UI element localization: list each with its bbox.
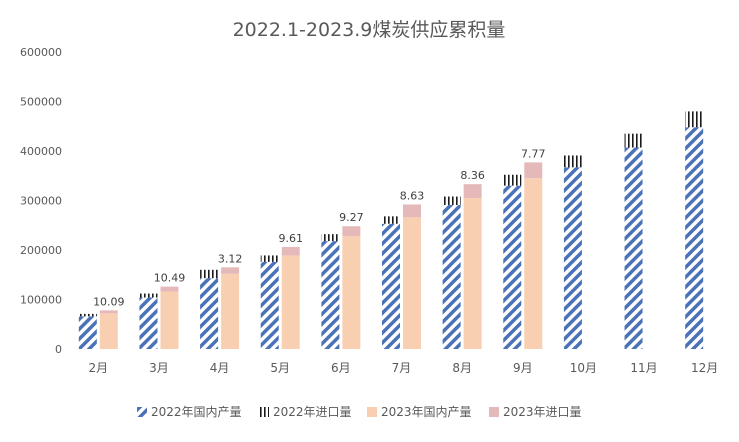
bar-segment	[321, 234, 340, 242]
bar-segment	[221, 273, 240, 349]
bar-segment	[160, 286, 179, 292]
data-label: 8.36	[460, 169, 485, 182]
data-label: 8.63	[400, 189, 425, 202]
data-label: 7.77	[521, 147, 546, 160]
bar-segment	[342, 236, 361, 349]
y-tick-label: 100000	[20, 294, 62, 307]
x-tick-label: 7月	[392, 361, 412, 375]
x-tick-label: 10月	[570, 361, 597, 375]
bar-segment	[624, 133, 643, 148]
y-tick-label: 600000	[20, 46, 62, 59]
bar-segment	[99, 310, 118, 314]
bar-segment	[442, 196, 461, 205]
bar-segment	[624, 147, 643, 349]
bar-segment	[685, 127, 704, 350]
y-axis: 0 100000 200000 300000 400000 500000 600000	[20, 46, 62, 356]
bar-segment	[260, 255, 279, 262]
bar-segment	[382, 216, 400, 224]
bar-segment	[342, 226, 361, 237]
legend-swatch	[489, 407, 499, 417]
x-tick-label: 6月	[331, 361, 351, 375]
bar-segment	[200, 269, 219, 279]
legend-swatch	[137, 407, 147, 417]
bar-segment	[524, 162, 543, 179]
bar-segment	[281, 247, 300, 256]
y-tick-label: 0	[55, 343, 62, 356]
legend-label: 2023年国内产量	[381, 405, 472, 419]
data-label: 10.09	[93, 295, 125, 308]
x-tick-label: 2月	[88, 361, 108, 375]
bar-segment	[403, 204, 421, 218]
bar-segment	[403, 217, 421, 349]
bar-segment	[260, 261, 279, 349]
annotations: 10.09 10.49 3.12 9.61 9.27 8.63 8.36 7.77	[93, 147, 545, 308]
legend-label: 2023年进口量	[503, 405, 582, 419]
bar-segment	[382, 223, 400, 349]
legend-swatch	[259, 407, 269, 417]
bar-segment	[78, 316, 97, 349]
bar-segment	[160, 291, 179, 349]
x-axis: 2月 3月 4月 5月 6月 7月 8月 9月 10月 11月 12月	[88, 361, 718, 375]
x-tick-label: 4月	[210, 361, 230, 375]
x-tick-label: 9月	[513, 361, 533, 375]
bar-segment	[503, 185, 522, 349]
data-label: 9.61	[278, 232, 303, 245]
bar-segment	[524, 178, 543, 349]
x-tick-label: 11月	[630, 361, 657, 375]
y-tick-label: 300000	[20, 195, 62, 208]
bar-segment	[563, 167, 582, 349]
legend: 2022年国内产量 2022年进口量 2023年国内产量 2023年进口量	[137, 405, 582, 419]
bars	[78, 111, 704, 350]
data-label: 10.49	[154, 272, 186, 285]
bar-segment	[139, 297, 158, 349]
data-label: 9.27	[339, 211, 364, 224]
y-tick-label: 500000	[20, 96, 62, 109]
bar-segment	[503, 174, 522, 186]
chart-title: 2022.1-2023.9煤炭供应累积量	[233, 19, 506, 41]
bar-segment	[78, 313, 97, 317]
data-label: 3.12	[218, 252, 243, 265]
bar-segment	[321, 241, 340, 349]
bar-segment	[463, 198, 482, 349]
bar-segment	[200, 278, 219, 349]
legend-label: 2022年国内产量	[151, 405, 242, 419]
bar-segment	[563, 155, 582, 168]
legend-label: 2022年进口量	[273, 405, 352, 419]
x-tick-label: 12月	[691, 361, 718, 375]
bar-segment	[221, 267, 240, 274]
x-tick-label: 8月	[452, 361, 472, 375]
legend-swatch	[367, 407, 377, 417]
bar-segment	[281, 255, 300, 349]
x-tick-label: 3月	[149, 361, 169, 375]
bar-segment	[139, 293, 158, 298]
bar-segment	[99, 313, 118, 349]
bar-segment	[463, 184, 482, 199]
y-tick-label: 200000	[20, 244, 62, 257]
x-tick-label: 5月	[270, 361, 290, 375]
y-tick-label: 400000	[20, 145, 62, 158]
bar-segment	[685, 111, 704, 128]
bar-segment	[442, 204, 461, 349]
